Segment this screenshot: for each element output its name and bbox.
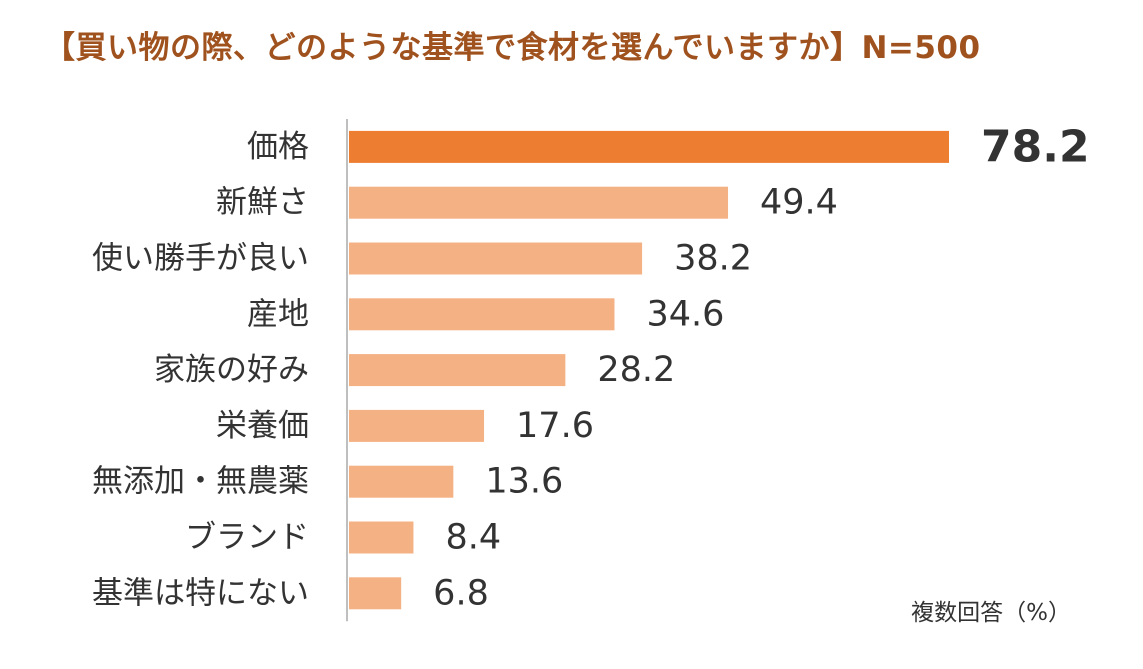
category-label-2: 新鮮さ <box>216 185 309 221</box>
category-label-8: ブランド <box>185 520 309 556</box>
chart-title: 【買い物の際、どのような基準で食材を選んでいますか】N=500 <box>44 30 981 66</box>
category-label-4: 産地 <box>247 296 309 332</box>
bar-4 <box>349 298 615 331</box>
value-label-4: 34.6 <box>646 294 724 334</box>
category-label-1: 価格 <box>247 129 309 165</box>
value-label-9: 6.8 <box>433 573 489 613</box>
bar-1 <box>349 130 949 163</box>
bar-8 <box>349 521 414 554</box>
category-label-7: 無添加・無農薬 <box>92 464 309 500</box>
chart-note: 複数回答（%） <box>911 600 1071 626</box>
category-label-5: 家族の好み <box>154 352 309 388</box>
bar-9 <box>349 577 402 610</box>
value-labels: 78.2 49.438.2 34.6 28.217.6 13.6 8.4 6.8 <box>433 121 1089 613</box>
category-label-3: 使い勝手が良い <box>92 241 309 277</box>
bar-3 <box>349 242 643 275</box>
value-label-1: 78.2 <box>981 121 1090 172</box>
category-label-9: 基準は特にない <box>92 575 309 611</box>
bar-5 <box>349 354 566 387</box>
value-label-3: 38.2 <box>674 239 752 279</box>
value-label-8: 8.4 <box>445 518 501 558</box>
value-label-6: 17.6 <box>516 406 594 446</box>
bar-2 <box>349 186 729 219</box>
bars-group <box>349 130 949 610</box>
value-label-5: 28.2 <box>597 350 675 390</box>
bar-7 <box>349 465 454 498</box>
category-label-6: 栄養価 <box>216 408 309 444</box>
value-label-7: 13.6 <box>485 462 563 502</box>
bar-6 <box>349 409 485 442</box>
value-label-2: 49.4 <box>760 183 838 223</box>
